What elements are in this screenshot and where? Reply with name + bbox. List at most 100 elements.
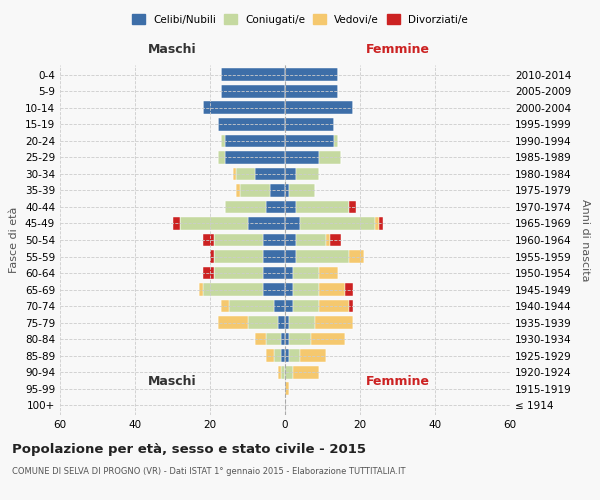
Bar (285, 217, 300, 230)
Bar (319, 300, 349, 312)
Bar (274, 349, 281, 362)
Bar (218, 151, 225, 164)
Bar (240, 184, 270, 197)
Bar (289, 316, 315, 329)
Bar (285, 283, 293, 296)
Bar (296, 200, 349, 213)
Bar (349, 250, 364, 263)
Bar (296, 250, 349, 263)
Bar (173, 217, 180, 230)
Bar (285, 102, 353, 114)
Text: Popolazione per età, sesso e stato civile - 2015: Popolazione per età, sesso e stato civil… (12, 442, 366, 456)
Bar (285, 316, 289, 329)
Bar (214, 250, 263, 263)
Bar (248, 217, 285, 230)
Bar (236, 184, 240, 197)
Bar (334, 134, 337, 147)
Bar (285, 184, 289, 197)
Bar (315, 316, 353, 329)
Bar (300, 349, 326, 362)
Bar (221, 300, 229, 312)
Bar (285, 118, 334, 131)
Bar (214, 266, 263, 280)
Bar (285, 151, 319, 164)
Bar (296, 168, 319, 180)
Bar (285, 366, 293, 378)
Bar (277, 316, 285, 329)
Bar (233, 168, 236, 180)
Bar (221, 134, 225, 147)
Bar (225, 134, 285, 147)
Bar (285, 300, 293, 312)
Bar (225, 200, 266, 213)
Bar (263, 234, 285, 246)
Bar (236, 168, 255, 180)
Bar (180, 217, 248, 230)
Bar (214, 234, 263, 246)
Bar (281, 332, 285, 345)
Bar (281, 349, 285, 362)
Bar (293, 366, 319, 378)
Bar (293, 283, 319, 296)
Bar (300, 217, 375, 230)
Bar (375, 217, 379, 230)
Bar (379, 217, 383, 230)
Bar (266, 349, 274, 362)
Bar (285, 349, 289, 362)
Bar (319, 283, 345, 296)
Y-axis label: Fasce di età: Fasce di età (10, 207, 19, 273)
Legend: Celibi/Nubili, Coniugati/e, Vedovi/e, Divorziati/e: Celibi/Nubili, Coniugati/e, Vedovi/e, Di… (128, 10, 472, 29)
Bar (285, 68, 337, 82)
Bar (266, 332, 281, 345)
Bar (225, 151, 285, 164)
Bar (285, 200, 296, 213)
Bar (285, 382, 289, 395)
Text: Femmine: Femmine (365, 44, 430, 56)
Text: Maschi: Maschi (148, 376, 197, 388)
Bar (293, 266, 319, 280)
Bar (263, 266, 285, 280)
Bar (255, 332, 266, 345)
Bar (203, 266, 214, 280)
Text: Maschi: Maschi (148, 44, 197, 56)
Bar (266, 200, 285, 213)
Y-axis label: Anni di nascita: Anni di nascita (580, 198, 590, 281)
Bar (345, 283, 353, 296)
Bar (270, 184, 285, 197)
Bar (285, 266, 293, 280)
Bar (319, 266, 337, 280)
Bar (203, 234, 214, 246)
Bar (229, 300, 274, 312)
Bar (199, 283, 203, 296)
Bar (285, 168, 296, 180)
Bar (330, 234, 341, 246)
Bar (285, 332, 289, 345)
Bar (289, 184, 315, 197)
Bar (326, 234, 330, 246)
Bar (349, 200, 356, 213)
Bar (293, 300, 319, 312)
Bar (349, 300, 353, 312)
Bar (319, 151, 341, 164)
Bar (210, 250, 214, 263)
Bar (285, 85, 337, 98)
Bar (221, 85, 285, 98)
Bar (263, 283, 285, 296)
Bar (277, 366, 281, 378)
Bar (289, 349, 300, 362)
Bar (248, 316, 277, 329)
Bar (285, 134, 334, 147)
Bar (274, 300, 285, 312)
Bar (285, 250, 296, 263)
Bar (203, 102, 285, 114)
Bar (311, 332, 345, 345)
Bar (218, 316, 248, 329)
Bar (255, 168, 285, 180)
Text: COMUNE DI SELVA DI PROGNO (VR) - Dati ISTAT 1° gennaio 2015 - Elaborazione TUTTI: COMUNE DI SELVA DI PROGNO (VR) - Dati IS… (12, 468, 406, 476)
Bar (296, 234, 326, 246)
Text: Femmine: Femmine (365, 376, 430, 388)
Bar (289, 332, 311, 345)
Bar (203, 283, 263, 296)
Bar (218, 118, 285, 131)
Bar (281, 366, 285, 378)
